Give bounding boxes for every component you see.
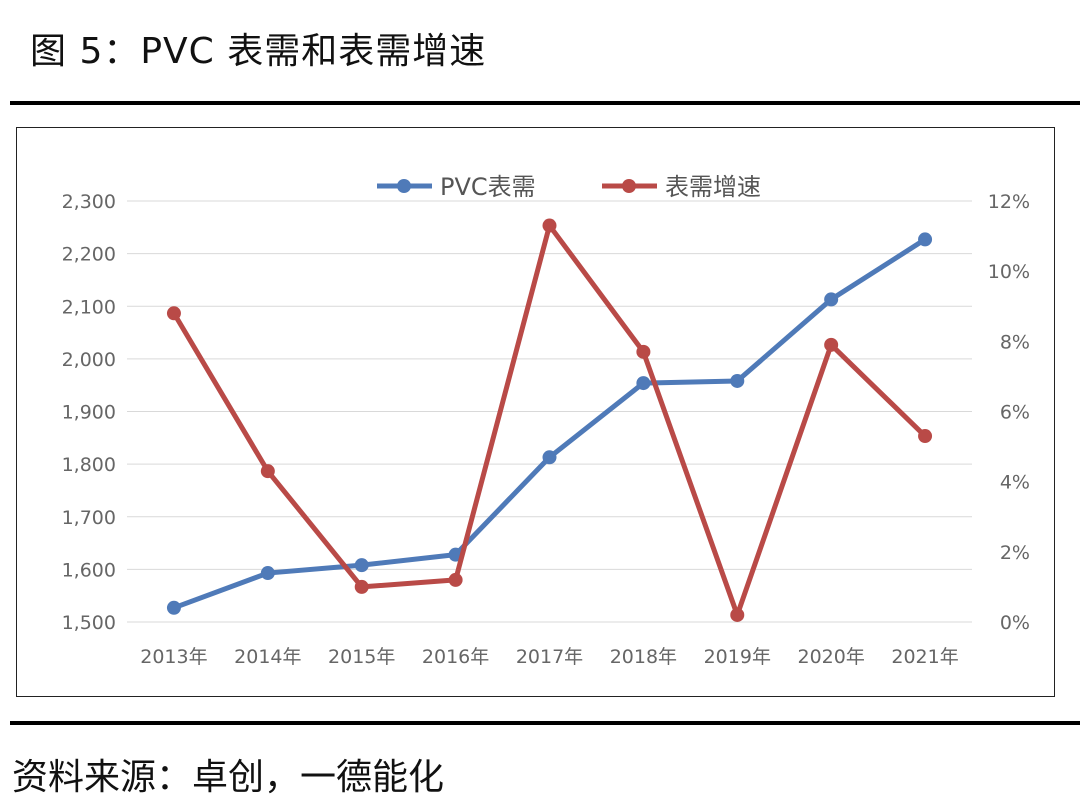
x-tick-label: 2020年 (797, 646, 864, 668)
bottom-rule (10, 721, 1080, 725)
data-point (166, 600, 181, 615)
data-point (824, 337, 839, 352)
y-right-tick-label: 4% (1000, 472, 1030, 494)
y-right-tick-label: 10% (988, 261, 1030, 283)
y-right-tick-label: 2% (1000, 542, 1030, 564)
x-tick-label: 2018年 (610, 646, 677, 668)
top-rule (10, 101, 1080, 105)
y-right-tick-label: 8% (1000, 331, 1030, 353)
legend-label: PVC表需 (440, 173, 536, 201)
legend-swatch-marker (622, 179, 636, 193)
y-right-tick-label: 12% (988, 191, 1030, 213)
y-left-tick-label: 2,300 (62, 191, 116, 213)
x-tick-label: 2014年 (234, 646, 301, 668)
y-left-tick-label: 2,100 (62, 296, 116, 318)
data-point (260, 566, 275, 581)
legend-swatch-marker (397, 179, 411, 193)
y-left-tick-label: 1,500 (62, 612, 116, 634)
y-left-tick-label: 1,600 (62, 559, 116, 581)
x-tick-label: 2016年 (422, 646, 489, 668)
x-tick-label: 2015年 (328, 646, 395, 668)
y-right-tick-label: 0% (1000, 612, 1030, 634)
data-point (260, 464, 275, 479)
source-note: 资料来源：卓创，一德能化 (12, 757, 445, 798)
data-point (730, 373, 745, 388)
data-point (636, 376, 651, 391)
y-left-tick-label: 1,900 (62, 402, 116, 424)
y-left-tick-label: 1,700 (62, 507, 116, 529)
data-point (166, 306, 181, 321)
series-line (171, 223, 927, 618)
series-line (173, 237, 927, 611)
data-point (542, 450, 557, 465)
data-point (636, 344, 651, 359)
y-left-tick-label: 2,000 (62, 349, 116, 371)
y-right-tick-label: 6% (1000, 402, 1030, 424)
chart-frame: 1,500 1,600 1,700 1,800 1,900 2,000 2,100 2,200… (16, 127, 1055, 697)
y-left-tick-label: 1,800 (62, 454, 116, 476)
data-point (354, 579, 369, 594)
x-tick-label: 2017年 (516, 646, 583, 668)
data-point (354, 558, 369, 573)
figure-title: 图 5：PVC 表需和表需增速 (30, 31, 487, 72)
x-tick-label: 2013年 (140, 646, 207, 668)
data-point (730, 607, 745, 622)
line-chart: 1,500 1,600 1,700 1,800 1,900 2,000 2,100 2,200… (62, 173, 1030, 668)
x-tick-label: 2019年 (704, 646, 771, 668)
legend-label: 表需增速 (665, 173, 761, 201)
data-point (542, 218, 557, 233)
x-tick-label: 2021年 (891, 646, 958, 668)
data-point (448, 572, 463, 587)
data-point (918, 429, 933, 444)
y-left-tick-label: 2,200 (62, 244, 116, 266)
data-point (824, 292, 839, 307)
data-point (918, 232, 933, 247)
